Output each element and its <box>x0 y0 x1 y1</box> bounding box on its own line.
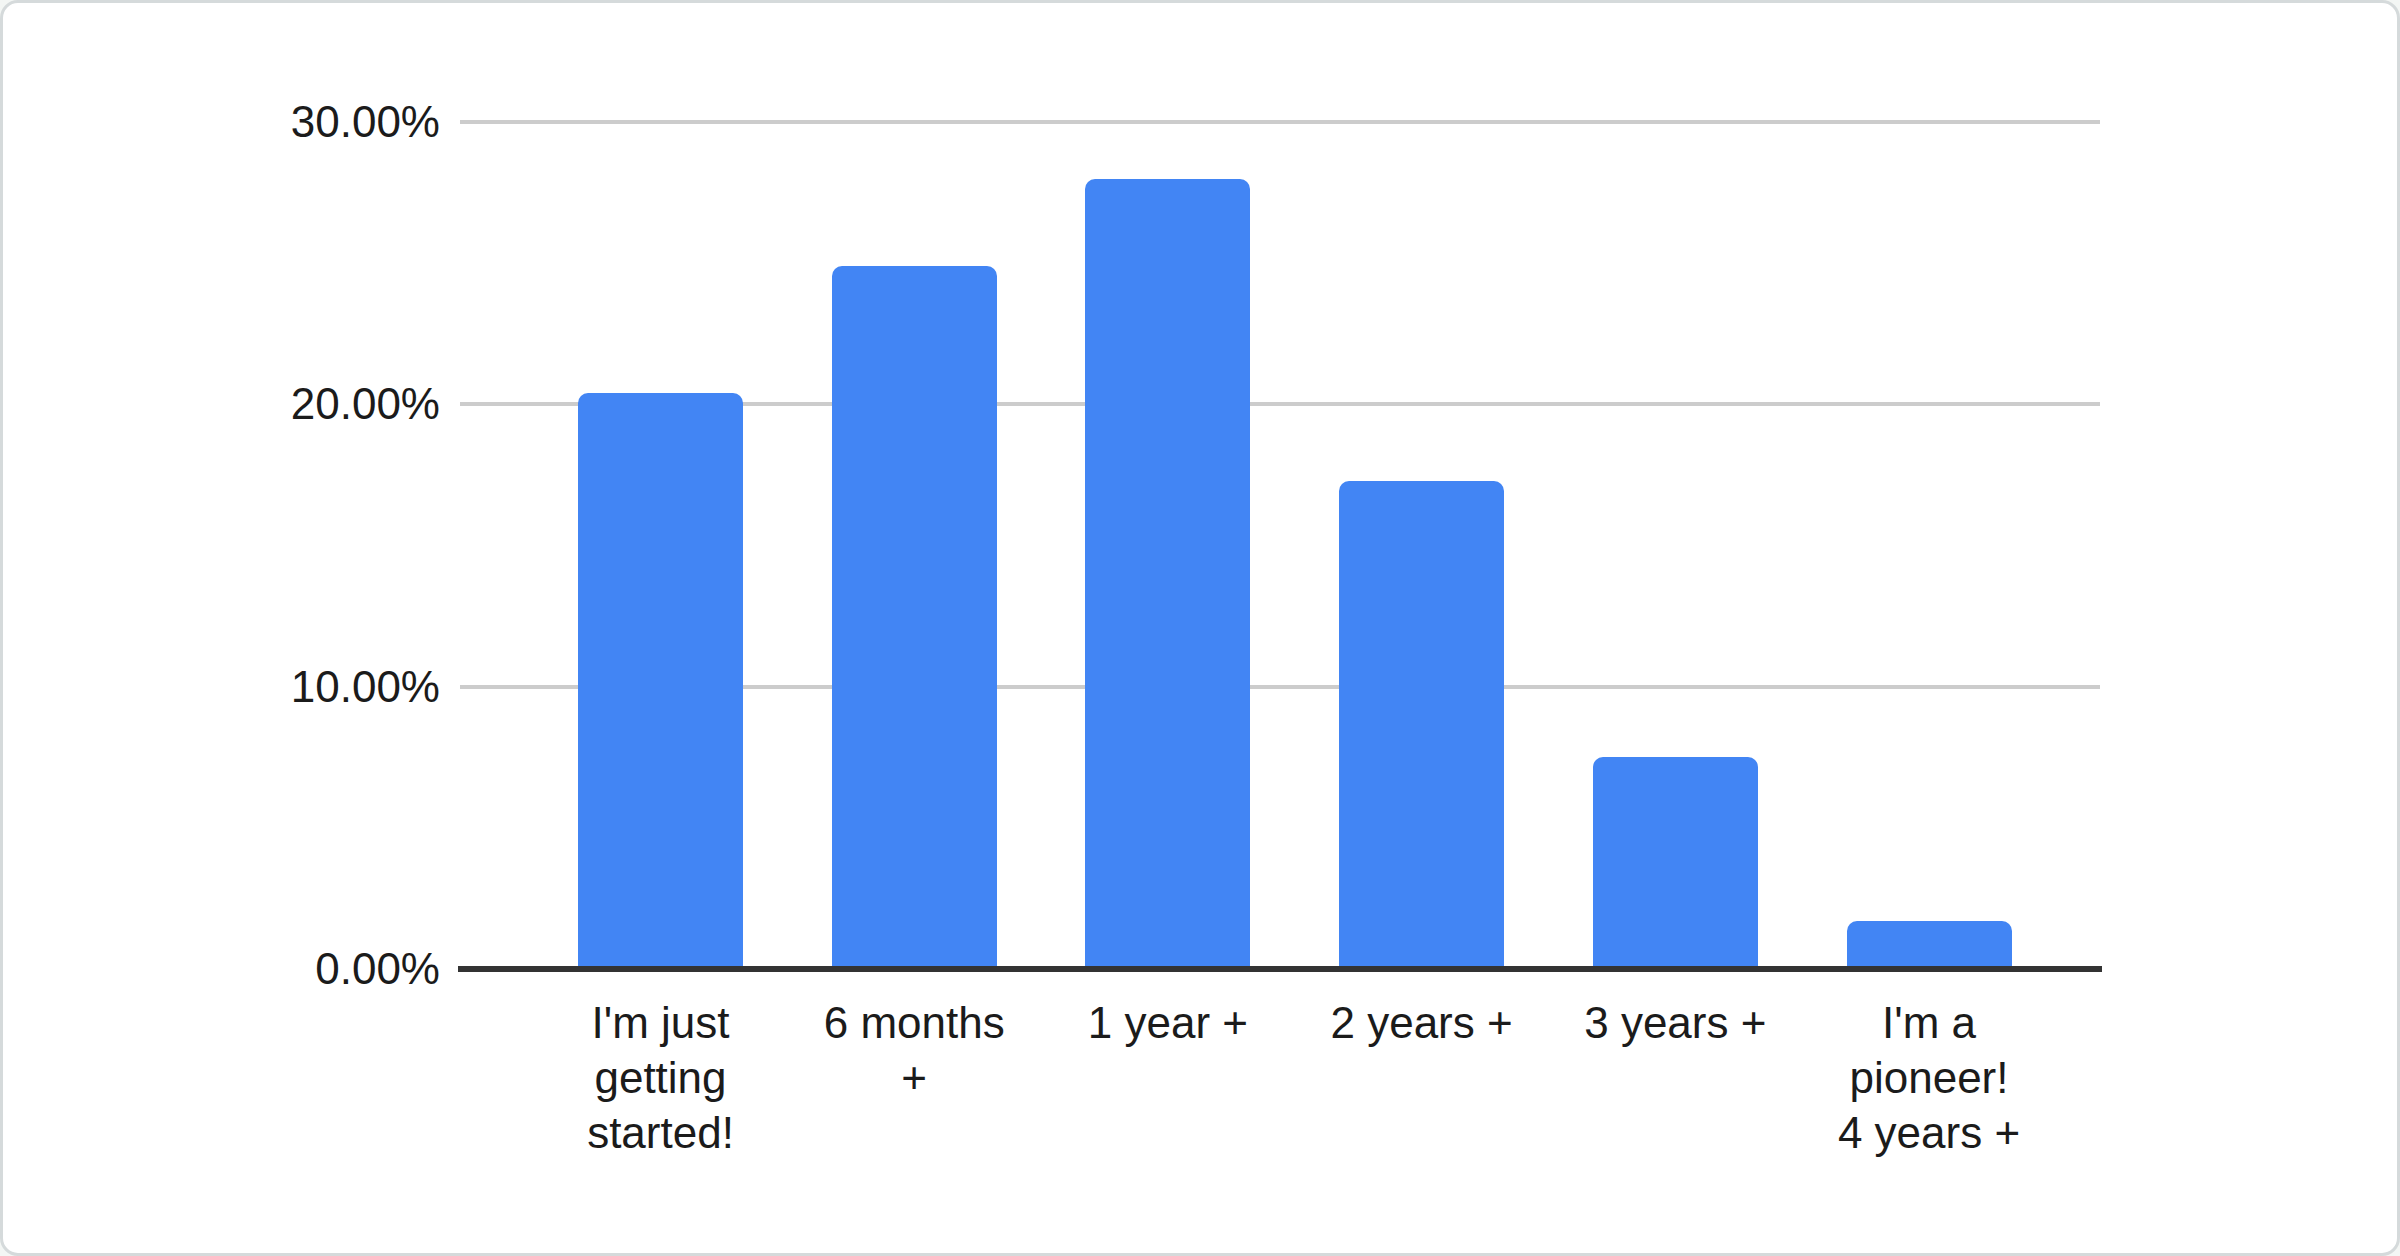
y-tick-label: 30.00% <box>100 94 440 150</box>
y-tick-label: 10.00% <box>100 659 440 715</box>
bar-2[interactable] <box>832 266 997 966</box>
bar-1[interactable] <box>578 393 743 966</box>
plot-area: 0.00%10.00%20.00%30.00%I'm justgettingst… <box>0 0 2400 1256</box>
x-axis-label-line: 4 years + <box>1779 1105 2079 1160</box>
y-tick-label: 0.00% <box>100 941 440 997</box>
x-axis-label-line: + <box>764 1050 1064 1105</box>
x-axis-label-line: started! <box>511 1105 811 1160</box>
bar-5[interactable] <box>1593 757 1758 966</box>
bar-3[interactable] <box>1085 179 1250 966</box>
bar-6[interactable] <box>1847 921 2012 966</box>
x-axis-label-line: pioneer! <box>1779 1050 2079 1105</box>
y-tick-label: 20.00% <box>100 376 440 432</box>
x-axis-line <box>458 966 2102 972</box>
chart-canvas: 0.00%10.00%20.00%30.00%I'm justgettingst… <box>0 0 2400 1256</box>
gridline <box>460 120 2100 124</box>
x-axis-label: I'm apioneer!4 years + <box>1779 995 2079 1160</box>
x-axis-label-line: I'm a <box>1779 995 2079 1050</box>
bar-4[interactable] <box>1339 481 1504 966</box>
